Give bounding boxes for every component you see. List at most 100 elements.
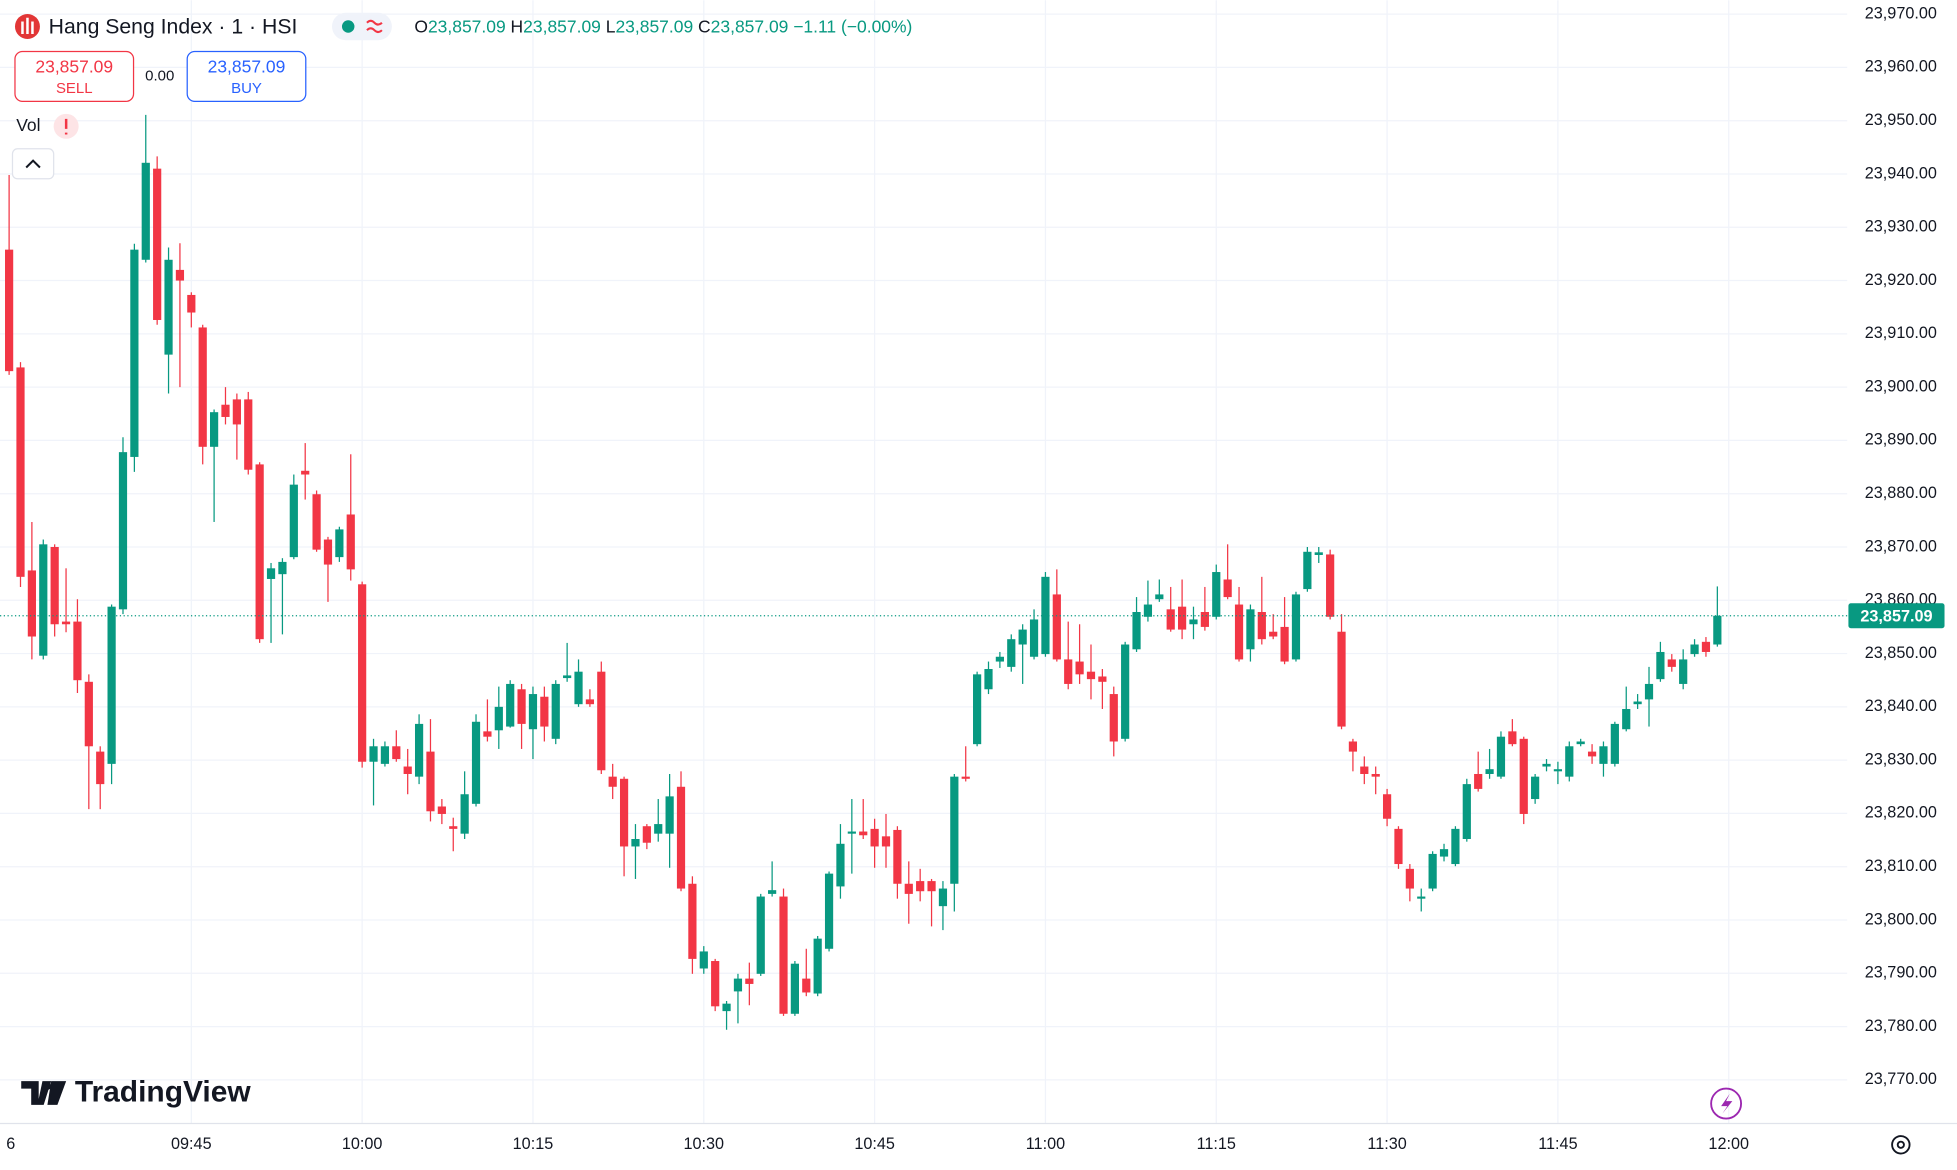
- sell-button[interactable]: 23,857.09 SELL: [14, 50, 135, 102]
- candle-body: [1644, 683, 1654, 700]
- candle-body: [380, 746, 390, 764]
- candle-body: [1587, 751, 1597, 757]
- candle-body: [1542, 763, 1551, 767]
- watermark: TradingView: [21, 1076, 251, 1109]
- x-tick-label: 12:00: [1708, 1135, 1749, 1153]
- candle-body: [50, 546, 59, 625]
- collapse-button[interactable]: [11, 148, 55, 180]
- y-tick-label: 23,840.00: [1865, 697, 1937, 715]
- y-tick-label: 23,890.00: [1865, 431, 1937, 449]
- candle-body: [1599, 746, 1608, 764]
- candle-body: [1166, 609, 1175, 630]
- candle-body: [1246, 609, 1255, 650]
- candle-body: [301, 470, 310, 475]
- candle-body: [563, 675, 572, 679]
- candle-body: [1382, 794, 1392, 819]
- candle-body: [1052, 594, 1061, 660]
- candle-body: [1177, 606, 1187, 630]
- y-tick-label: 23,830.00: [1865, 750, 1937, 768]
- y-tick-label: 23,780.00: [1865, 1017, 1937, 1035]
- candle-body: [699, 951, 708, 969]
- symbol-legend[interactable]: Hang Seng Index · 1 · HSI: [14, 14, 298, 39]
- ohlc-value: 23,857.09: [615, 16, 693, 36]
- delay-icon: [366, 19, 383, 34]
- x-edge-label: 6: [6, 1135, 15, 1153]
- alerts-button[interactable]: [1710, 1087, 1743, 1120]
- candle-body: [1109, 694, 1118, 742]
- candle-body: [232, 399, 241, 425]
- ohlc-key: H: [511, 16, 524, 36]
- candle-body: [392, 746, 401, 760]
- ohlc-value: 23,857.09: [523, 16, 601, 36]
- x-tick-label: 11:30: [1367, 1135, 1406, 1153]
- candle-body: [790, 963, 799, 1014]
- candle-body: [1234, 604, 1244, 660]
- candle-body: [209, 412, 219, 447]
- axes: 23,770.00 23,780.00 23,790.00 23,800.00 23,8…: [0, 4, 1945, 1153]
- y-tick-label: 23,970.00: [1865, 4, 1937, 22]
- candle-body: [881, 836, 891, 847]
- candle-body: [1485, 769, 1494, 774]
- x-tick-label: 11:15: [1197, 1135, 1236, 1153]
- candle-body: [471, 721, 481, 804]
- x-tick-label: 10:15: [513, 1135, 554, 1153]
- x-tick-label: 10:00: [342, 1135, 383, 1153]
- candle-body: [1451, 828, 1460, 865]
- sell-label: SELL: [56, 80, 93, 97]
- ohlc-value: 23,857.09: [711, 16, 789, 36]
- symbol-title: Hang Seng Index · 1 · HSI: [49, 15, 298, 38]
- candle-body: [1064, 659, 1073, 684]
- candle-body: [585, 699, 595, 705]
- candle-body: [244, 399, 253, 470]
- candle-body: [1189, 619, 1198, 625]
- candle-body: [950, 776, 959, 884]
- candle-body: [312, 494, 321, 550]
- candle-body: [608, 776, 617, 787]
- y-tick-label: 23,910.00: [1865, 324, 1937, 342]
- candle-body: [1519, 738, 1528, 814]
- buy-price: 23,857.09: [208, 56, 286, 76]
- candle-body: [540, 696, 549, 727]
- candle-body: [1439, 849, 1449, 857]
- candle-body: [768, 890, 777, 894]
- candle-body: [1622, 708, 1631, 730]
- candle-body: [824, 873, 834, 949]
- y-tick-label: 23,820.00: [1865, 804, 1937, 822]
- sell-price: 23,857.09: [35, 56, 113, 76]
- candle-body: [836, 843, 845, 887]
- ohlc-change: −1.11 (−0.00%): [793, 16, 912, 36]
- candle-body: [153, 168, 162, 320]
- candle-body: [1553, 769, 1563, 772]
- gear-hub: [1896, 1140, 1905, 1149]
- candle-body: [506, 683, 515, 727]
- candle-body: [84, 681, 93, 747]
- candle-body: [927, 881, 936, 892]
- candle-body: [859, 831, 868, 836]
- watermark-logo: [21, 1081, 52, 1105]
- candle-body: [1474, 773, 1483, 789]
- candle-body: [995, 656, 1004, 662]
- candle-body: [893, 829, 902, 884]
- candle-body: [551, 683, 560, 739]
- candle-body: [130, 249, 139, 457]
- candle-body: [1508, 731, 1517, 745]
- candle-body: [733, 978, 743, 992]
- candle-body: [1269, 631, 1278, 637]
- buy-button[interactable]: 23,857.09 BUY: [186, 50, 307, 102]
- candle-body: [722, 1003, 731, 1012]
- ohlc-legend: O23,857.09 H23,857.09 L23,857.09 C23,857…: [414, 16, 912, 36]
- status-pill[interactable]: [331, 12, 392, 41]
- candle-body: [358, 584, 367, 762]
- candle-body: [460, 794, 469, 834]
- candle-body: [1132, 611, 1141, 650]
- candle-body: [904, 883, 913, 894]
- candle-body: [1018, 629, 1027, 645]
- candle-body: [642, 826, 651, 843]
- candle-body: [597, 671, 606, 771]
- candle-body: [39, 544, 48, 656]
- lightning-icon: [1721, 1093, 1733, 1114]
- candle-body: [870, 828, 879, 847]
- candle-body: [1200, 611, 1209, 627]
- candle-body: [1029, 619, 1039, 657]
- settings-button[interactable]: [1891, 1135, 1911, 1155]
